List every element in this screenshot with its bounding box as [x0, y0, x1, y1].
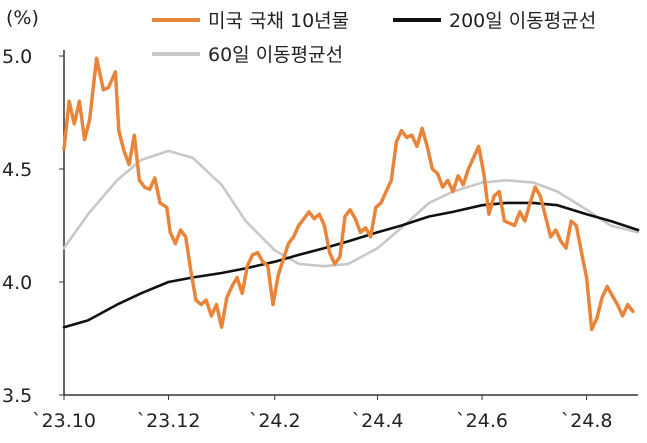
series-line-ma60 — [62, 149, 640, 268]
legend-label: 200일 이동평균선 — [449, 10, 596, 32]
legend-label: 미국 국채 10년물 — [208, 10, 349, 32]
series-layer — [62, 56, 640, 332]
x-tick-label: `24.2 — [249, 410, 301, 432]
y-tick-label: 3.5 — [2, 385, 32, 407]
axes: 5.0 4.5 4.0 3.5`23.10 `23.12 `24.2 `24.4 `24.6 `… — [2, 46, 638, 432]
x-tick-label: `24.8 — [561, 410, 613, 432]
y-tick-label: 5.0 — [2, 46, 32, 68]
legend-item-ma200: 200일 이동평균선 — [393, 10, 596, 32]
y-tick-label: 4.0 — [2, 272, 32, 294]
x-tick-label: `24.4 — [352, 410, 404, 432]
x-tick-label: `23.12 — [137, 410, 201, 432]
y-tick-label: 4.5 — [2, 159, 32, 181]
x-tick-label: `23.10 — [32, 410, 96, 432]
series-line-us-10y — [62, 56, 635, 332]
legend-item-ma60: 60일 이동평균선 — [152, 44, 343, 66]
legend-item-us-10y: 미국 국채 10년물 — [152, 10, 349, 32]
legend-label: 60일 이동평균선 — [208, 44, 343, 66]
legend: 미국 국채 10년물 200일 이동평균선 60일 이동평균선 — [152, 10, 596, 66]
y-axis-unit-label: (%) — [6, 7, 39, 29]
series-line-ma200 — [62, 201, 640, 329]
x-tick-label: `24.6 — [456, 410, 508, 432]
